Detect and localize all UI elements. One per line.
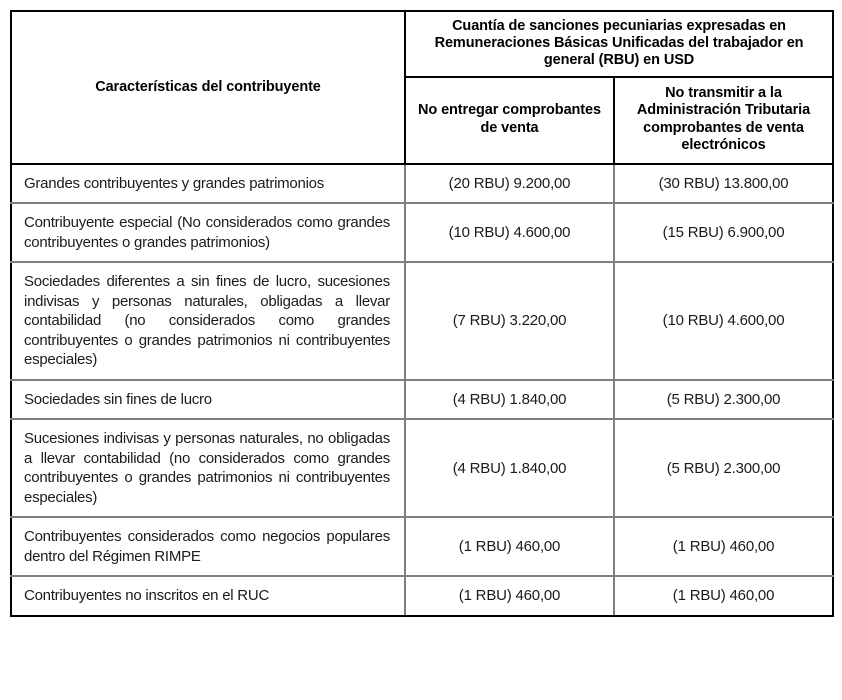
cell-characteristics: Contribuyente especial (No considerados … (10, 202, 406, 264)
cell-characteristics: Sociedades sin fines de lucro (10, 378, 406, 421)
cell-no-transmitir: (5 RBU) 2.300,00 (612, 418, 835, 519)
cell-characteristics: Sucesiones indivisas y personas naturale… (10, 418, 406, 519)
cell-no-entregar: (10 RBU) 4.600,00 (404, 202, 615, 264)
cell-no-transmitir: (1 RBU) 460,00 (612, 575, 835, 617)
cell-no-entregar: (7 RBU) 3.220,00 (404, 261, 615, 381)
cell-no-transmitir: (10 RBU) 4.600,00 (612, 261, 835, 381)
cell-characteristics: Contribuyentes no inscritos en el RUC (10, 575, 406, 617)
table-header: Características del contribuyente Cuantí… (10, 9, 835, 165)
table-row: Contribuyente especial (No considerados … (10, 202, 835, 264)
table-row: Sociedades diferentes a sin fines de luc… (10, 261, 835, 381)
table-body: Grandes contribuyentes y grandes patrimo… (10, 162, 835, 617)
cell-no-entregar: (4 RBU) 1.840,00 (404, 418, 615, 519)
header-characteristics: Características del contribuyente (10, 10, 406, 165)
header-row-group: Características del contribuyente Cuantí… (10, 9, 835, 165)
cell-characteristics: Grandes contribuyentes y grandes patrimo… (10, 162, 406, 205)
cell-no-entregar: (1 RBU) 460,00 (404, 516, 615, 578)
cell-no-transmitir: (1 RBU) 460,00 (612, 516, 835, 578)
cell-no-entregar: (20 RBU) 9.200,00 (404, 162, 615, 205)
sanciones-table: Características del contribuyente Cuantí… (10, 9, 835, 617)
cell-no-transmitir: (5 RBU) 2.300,00 (612, 378, 835, 421)
cell-no-entregar: (1 RBU) 460,00 (404, 575, 615, 617)
cell-no-transmitir: (30 RBU) 13.800,00 (612, 162, 835, 205)
table-row: Grandes contribuyentes y grandes patrimo… (10, 162, 835, 205)
header-no-transmitir: No transmitir a la Administración Tribut… (612, 76, 835, 165)
header-no-entregar: No entregar comprobantes de venta (404, 76, 615, 165)
table-row: Sucesiones indivisas y personas naturale… (10, 418, 835, 519)
cell-characteristics: Contribuyentes considerados como negocio… (10, 516, 406, 578)
table-row: Contribuyentes considerados como negocio… (10, 516, 835, 578)
table-row: Sociedades sin fines de lucro (4 RBU) 1.… (10, 378, 835, 421)
cell-characteristics: Sociedades diferentes a sin fines de luc… (10, 261, 406, 381)
cell-no-entregar: (4 RBU) 1.840,00 (404, 378, 615, 421)
cell-no-transmitir: (15 RBU) 6.900,00 (612, 202, 835, 264)
header-row-sub: No entregar comprobantes de venta No tra… (11, 76, 835, 165)
header-group-title: Cuantía de sanciones pecuniarias expresa… (403, 9, 835, 79)
table-row: Contribuyentes no inscritos en el RUC (1… (10, 575, 835, 617)
